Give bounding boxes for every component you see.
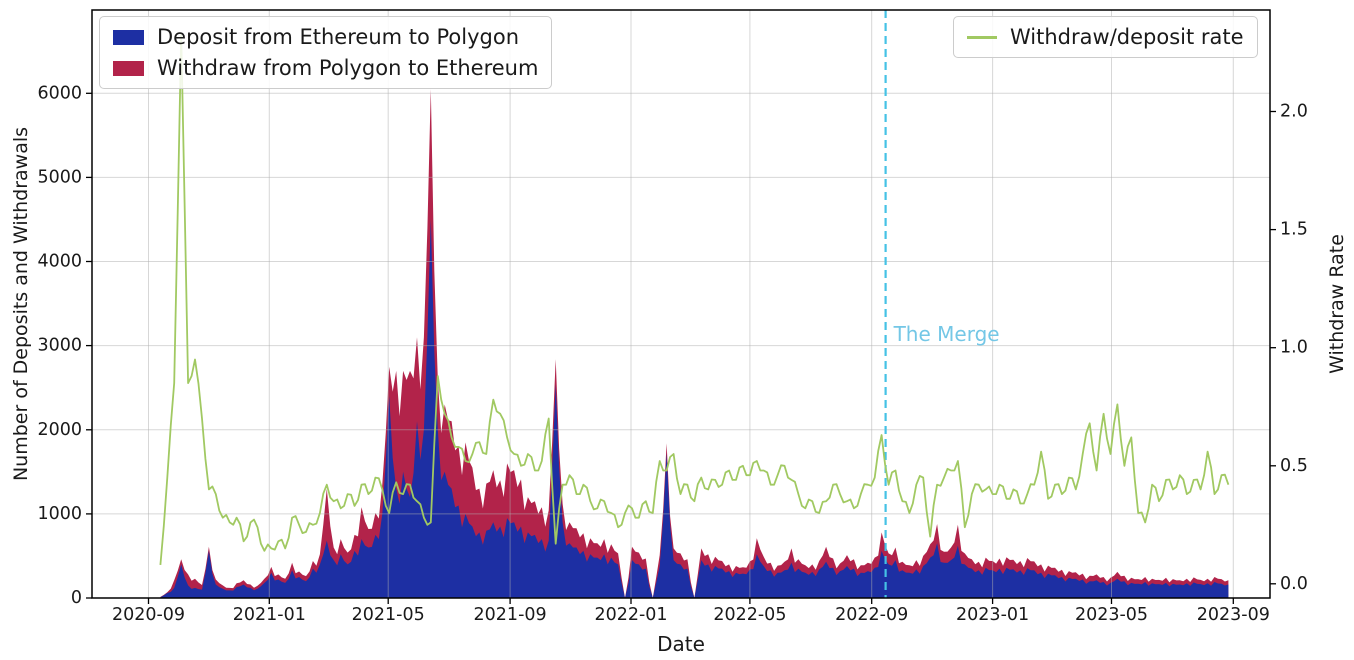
legend-entry-rate: Withdraw/deposit rate (967, 25, 1244, 49)
y-tick-label-left: 1000 (37, 504, 82, 524)
rate-line (159, 32, 1230, 565)
y-tick-label-left: 0 (71, 588, 82, 608)
y-axis-label-left: Number of Deposits and Withdrawals (10, 126, 32, 482)
legend-entry-deposit: Deposit from Ethereum to Polygon (113, 25, 538, 49)
y-tick-label-left: 5000 (37, 167, 82, 187)
y-tick-label-right: 0.5 (1280, 456, 1308, 476)
x-tick-label: 2021-05 (352, 605, 425, 625)
deposit-area (160, 219, 1229, 598)
y-axis-label-right: Withdraw Rate (1326, 234, 1348, 374)
merge-annotation: The Merge (893, 322, 1000, 346)
x-tick-label: 2023-09 (1197, 605, 1270, 625)
legend-rate: Withdraw/deposit rate (953, 16, 1258, 59)
deposit-swatch (113, 29, 144, 45)
y-tick-label-right: 0.0 (1280, 574, 1308, 594)
x-tick-label: 2020-09 (112, 605, 185, 625)
y-tick-label-left: 4000 (37, 252, 82, 272)
y-tick-label-right: 1.0 (1280, 338, 1308, 358)
y-tick-label-right: 2.0 (1280, 102, 1308, 122)
y-tick-label-left: 3000 (37, 336, 82, 356)
x-tick-label: 2023-05 (1075, 605, 1148, 625)
withdraw-area (160, 89, 1229, 598)
x-tick-label: 2022-09 (835, 605, 908, 625)
x-axis-label: Date (657, 632, 705, 656)
legend-label-withdraw: Withdraw from Polygon to Ethereum (157, 56, 539, 81)
x-tick-label: 2022-01 (594, 605, 667, 625)
y-tick-label-left: 6000 (37, 83, 82, 103)
x-tick-label: 2021-01 (233, 605, 306, 625)
legend-entry-withdraw: Withdraw from Polygon to Ethereum (113, 56, 538, 80)
x-tick-label: 2023-01 (956, 605, 1029, 625)
legend-label-deposit: Deposit from Ethereum to Polygon (157, 25, 520, 49)
legend-label-rate: Withdraw/deposit rate (1010, 25, 1244, 49)
axes-spines (91, 9, 1271, 599)
y-tick-label-right: 1.5 (1280, 220, 1308, 240)
x-tick-label: 2021-09 (474, 605, 547, 625)
x-tick-label: 2022-05 (713, 605, 786, 625)
legend-areas: Deposit from Ethereum to Polygon Withdra… (99, 16, 553, 90)
rate-line-swatch (967, 35, 997, 39)
withdraw-swatch (113, 60, 144, 76)
y-tick-label-left: 2000 (37, 420, 82, 440)
